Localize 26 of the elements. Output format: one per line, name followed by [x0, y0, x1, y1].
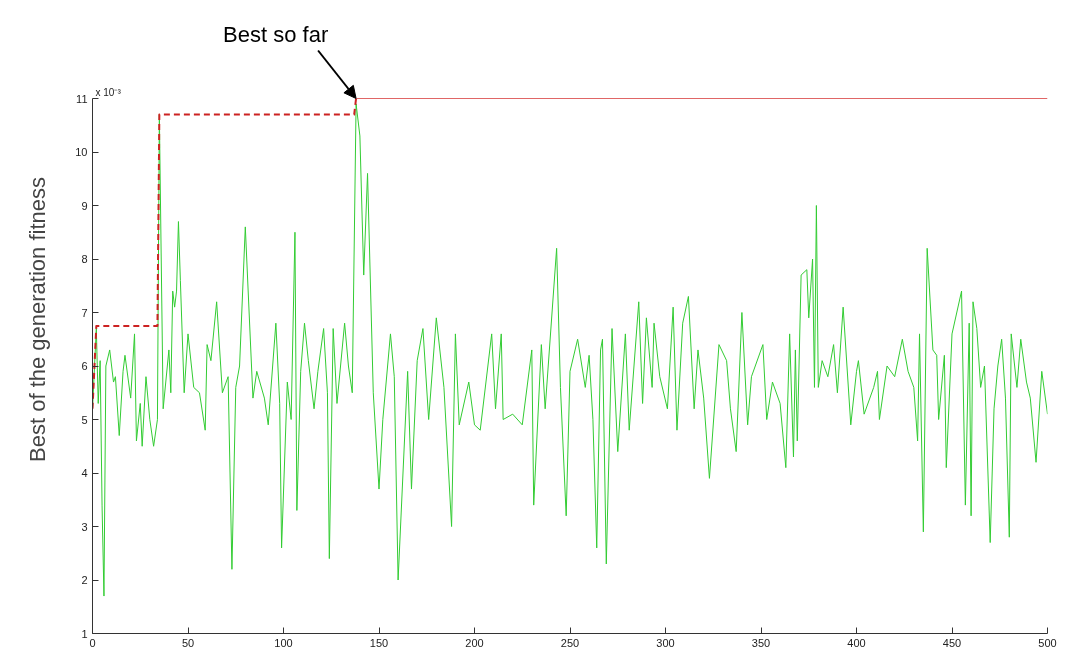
- x-tick-label: 200: [465, 636, 484, 649]
- x-tick-label: 150: [369, 636, 389, 649]
- y-tick-label: 9: [81, 199, 88, 212]
- line-series: [92, 103, 1048, 597]
- text: x 10⁻³: [95, 86, 122, 98]
- y-tick-label: 1: [81, 627, 88, 640]
- x-tick-label: 50: [181, 636, 195, 649]
- y-tick-label: 8: [81, 253, 88, 265]
- annotation: Best so far: [223, 21, 329, 47]
- y-tick-label: 10: [75, 146, 88, 158]
- x-tick-label: 500: [1038, 636, 1057, 649]
- y-tick-label: 11: [76, 92, 88, 105]
- y-tick-label: 3: [81, 520, 88, 533]
- y-axis-title: Best of the generation fitness: [25, 177, 51, 462]
- x-tick-label: 350: [751, 636, 771, 649]
- x-tick-label: 100: [274, 636, 293, 649]
- x-tick-label: 0: [89, 636, 96, 649]
- y-tick-label: 4: [81, 467, 88, 479]
- x-tick-label: 250: [560, 636, 580, 649]
- y-tick-label: 7: [81, 306, 88, 319]
- x-tick-label: 300: [656, 636, 675, 649]
- x-tick-label: 450: [942, 636, 962, 649]
- y-tick-label: 5: [81, 413, 88, 426]
- y-tick-label: 6: [81, 360, 88, 372]
- x-tick-label: 400: [847, 636, 866, 649]
- y-tick-label: 2: [81, 574, 88, 586]
